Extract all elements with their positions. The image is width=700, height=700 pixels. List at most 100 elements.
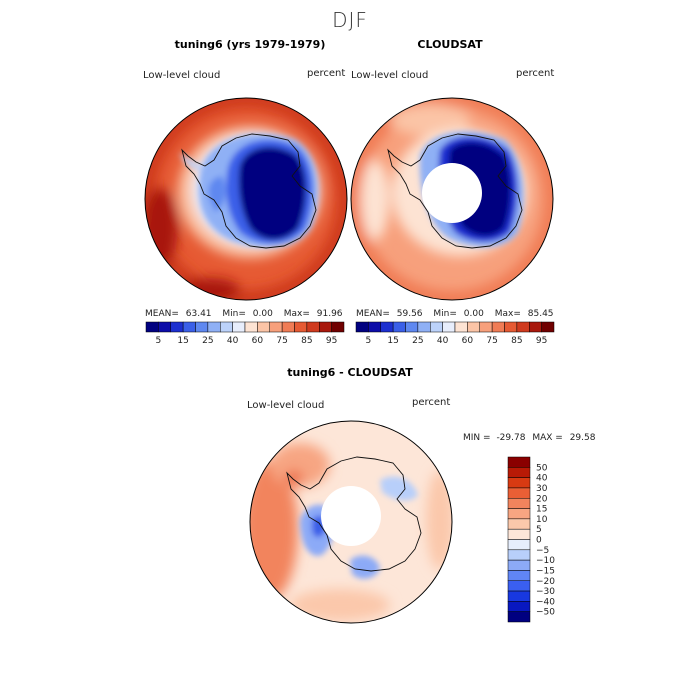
diff-colorbar-swatch — [507, 601, 531, 612]
model-field-peninsula — [180, 152, 204, 170]
model-colorbar-swatch — [269, 321, 283, 333]
diff-colorbar-tick-label: −15 — [536, 566, 555, 576]
model-mean-label: MEAN= — [145, 309, 179, 319]
diff-colorbar-swatch — [507, 498, 531, 509]
model-variable-label: Low-level cloud — [143, 70, 221, 81]
diff-colorbar-tick-label: 30 — [536, 484, 548, 494]
obs-colorbar-swatch — [504, 321, 518, 333]
obs-colorbar-tick-label: 85 — [511, 336, 522, 346]
obs-mean-label: MEAN= — [356, 309, 390, 319]
model-map-border — [144, 97, 348, 301]
diff-units-label: percent — [412, 397, 451, 408]
diff-colorbar-tick-label: 10 — [536, 515, 548, 525]
diff-field-cool-2 — [350, 555, 380, 579]
model-field-ross — [208, 176, 226, 212]
model-units-label: percent — [307, 68, 346, 79]
model-colorbar-tick-label: 75 — [276, 336, 287, 346]
model-colorbar-tick-label: 5 — [156, 336, 162, 346]
obs-map-border — [350, 97, 554, 301]
diff-colorbar-swatch — [507, 580, 531, 592]
diff-colorbar-swatch — [507, 549, 531, 561]
obs-colorbar-swatch — [491, 321, 505, 333]
obs-max-label: Max= — [494, 309, 521, 319]
model-colorbar-swatch — [244, 321, 258, 333]
model-colorbar-swatch — [220, 321, 233, 333]
diff-colorbar-swatch — [507, 528, 531, 540]
diff-field-warm-e — [426, 470, 452, 570]
figure-season-title: DJF — [332, 8, 368, 32]
model-colorbar-swatch — [207, 321, 221, 333]
obs-colorbar-swatch — [442, 321, 456, 333]
obs-min-value: 0.00 — [463, 309, 484, 319]
model-colorbar-tick-label: 25 — [202, 336, 213, 346]
model-colorbar-swatch — [182, 321, 196, 333]
model-panel-title: tuning6 (yrs 1979-1979) — [174, 38, 326, 51]
model-field-dark-patch-w — [145, 188, 178, 268]
diff-colorbar-swatch — [507, 590, 531, 602]
diff-missing-data-hole — [321, 486, 381, 546]
model-colorbar-swatch — [145, 321, 159, 333]
obs-colorbar-swatch — [417, 321, 431, 333]
obs-mean-value: 59.56 — [396, 309, 423, 319]
obs-polar-map — [350, 97, 554, 301]
obs-colorbar-swatch — [467, 321, 480, 333]
diff-field-warm-s — [290, 589, 390, 621]
obs-colorbar-swatch — [392, 321, 406, 333]
diff-field-cool-4 — [380, 476, 418, 501]
obs-colorbar-tick-label: 60 — [462, 336, 474, 346]
model-colorbar-tick-label: 40 — [227, 336, 239, 346]
diff-variable-label: Low-level cloud — [247, 400, 325, 411]
model-mean-value: 63.41 — [185, 309, 212, 319]
obs-colorbar-swatch — [479, 321, 493, 333]
obs-colorbar-swatch — [454, 321, 468, 333]
model-polar-map — [144, 97, 348, 301]
obs-variable-label: Low-level cloud — [351, 70, 429, 81]
diff-coastline — [286, 456, 422, 572]
diff-colorbar-swatch — [507, 559, 531, 571]
diff-stats: MIN = -29.78 MAX = 29.58 — [463, 433, 595, 443]
diff-colorbar-swatch — [507, 456, 531, 468]
obs-colorbar: 5 15 25 40 60 75 85 95 — [355, 321, 555, 346]
obs-colorbar-tick-label: 25 — [412, 336, 423, 346]
obs-field-light-patch-w — [361, 160, 389, 240]
model-colorbar-tick-label: 60 — [252, 336, 264, 346]
model-colorbar-swatch — [294, 321, 308, 333]
model-colorbar-swatch — [306, 321, 320, 333]
diff-colorbar-swatch — [507, 467, 531, 478]
diff-colorbar-tick-label: 50 — [536, 463, 548, 473]
diff-colorbar-tick-label: 20 — [536, 494, 548, 504]
obs-stats: MEAN= 59.56 Min= 0.00 Max= 85.45 — [356, 309, 554, 319]
model-colorbar-swatch — [158, 321, 171, 333]
diff-colorbar-swatch — [507, 477, 531, 489]
diff-colorbar-tick-label: −50 — [536, 608, 555, 618]
model-colorbar-swatch — [319, 321, 332, 333]
diff-panel-title: tuning6 - CLOUDSAT — [287, 366, 413, 379]
obs-colorbar-swatch — [516, 321, 530, 333]
diff-colorbar-tick-label: 40 — [536, 474, 548, 484]
obs-max-value: 85.45 — [527, 309, 554, 319]
model-colorbar-swatch — [257, 321, 270, 333]
model-field-blue-3 — [238, 147, 306, 240]
diff-colorbar-tick-label: 5 — [536, 525, 542, 535]
diff-min-value: -29.78 — [496, 433, 526, 443]
obs-colorbar-swatch — [355, 321, 369, 333]
diff-colorbar-tick-label: 15 — [536, 505, 547, 515]
obs-panel-title: CLOUDSAT — [417, 38, 483, 51]
diff-colorbar-tick-label: −30 — [536, 587, 555, 597]
obs-colorbar-swatch — [430, 321, 443, 333]
model-min-value: 0.00 — [252, 309, 273, 319]
diff-field-hot-spot — [286, 471, 302, 485]
obs-coastline — [387, 133, 523, 249]
model-max-value: 91.96 — [316, 309, 343, 319]
obs-colorbar-swatch — [529, 321, 542, 333]
obs-colorbar-tick-label: 40 — [437, 336, 449, 346]
diff-colorbar-tick-label: −20 — [536, 577, 555, 587]
model-colorbar-tick-label: 15 — [177, 336, 188, 346]
obs-colorbar-tick-label: 95 — [536, 336, 547, 346]
diff-max-label: MAX = — [532, 433, 563, 443]
obs-units-label: percent — [516, 68, 555, 79]
model-stats: MEAN= 63.41 Min= 0.00 Max= 91.96 — [145, 309, 343, 319]
model-colorbar-swatch — [170, 321, 184, 333]
